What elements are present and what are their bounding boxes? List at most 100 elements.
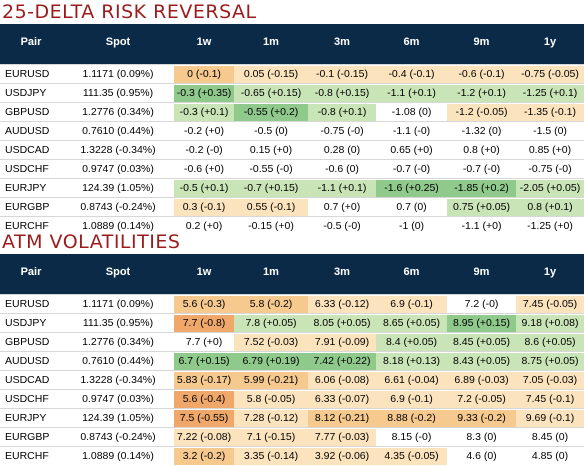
value-cell: 0.2 (+0) xyxy=(174,218,234,235)
rr-header-1: Spot xyxy=(105,36,131,48)
value-cell: -1.1 (+0.1) xyxy=(308,180,376,197)
value-cell: 0.3 (-0.1) xyxy=(174,199,234,216)
value-cell: 0 (-0.1) xyxy=(174,66,234,83)
pair-cell: EURUSD xyxy=(5,68,50,80)
value-cell: 4.35 (-0.05) xyxy=(376,448,447,465)
rr-header-2: 1w xyxy=(196,36,212,48)
value-cell: -1.32 (0) xyxy=(447,123,516,140)
pair-cell: USDJPY xyxy=(5,317,47,329)
value-cell: -1.1 (+0.1) xyxy=(376,85,447,102)
value-cell: 6.33 (-0.12) xyxy=(308,296,376,313)
value-cell: 4.85 (0) xyxy=(516,448,584,465)
value-cell: 0.05 (-0.15) xyxy=(234,66,308,83)
value-cell: -0.15 (+0) xyxy=(234,218,308,235)
rr-header-5: 6m xyxy=(403,36,420,48)
value-cell: 8.18 (+0.13) xyxy=(376,353,447,370)
value-cell: 9.33 (-0.2) xyxy=(447,410,516,427)
atm-header-5: 6m xyxy=(403,266,420,278)
spot-cell: 0.8743 (-0.24%) xyxy=(80,431,156,443)
table-row: EURGBP 0.8743 (-0.24%) 7.22 (-0.08) 7.1 (-0… xyxy=(0,427,584,447)
value-cell: -0.6 (-0.1) xyxy=(447,66,516,83)
value-cell: 8.95 (+0.15) xyxy=(447,315,516,332)
table-row: USDCAD 1.3228 (-0.34%) 5.83 (-0.17) 5.99 (-… xyxy=(0,370,584,390)
value-cell: 8.45 (+0.05) xyxy=(447,334,516,351)
spot-cell: 1.2776 (0.34%) xyxy=(82,106,154,118)
pair-cell: GBPUSD xyxy=(5,106,50,118)
value-cell: 6.89 (-0.03) xyxy=(447,372,516,389)
rr-table: EURUSD 1.1171 (0.09%) 0 (-0.1) 0.05 (-0.15)… xyxy=(0,64,584,235)
spot-cell: 1.0889 (0.14%) xyxy=(82,450,154,462)
pair-cell: AUDUSD xyxy=(5,355,50,367)
table-row: EURUSD 1.1171 (0.09%) 0 (-0.1) 0.05 (-0.15)… xyxy=(0,64,584,84)
value-cell: 0.55 (-0.1) xyxy=(234,199,308,216)
value-cell: 3.35 (-0.14) xyxy=(234,448,308,465)
pair-cell: EURCHF xyxy=(5,220,49,232)
value-cell: -0.2 (+0) xyxy=(174,123,234,140)
value-cell: 7.45 (-0.1) xyxy=(516,391,584,408)
value-cell: -0.3 (+0.35) xyxy=(174,85,234,102)
value-cell: -0.55 (-0) xyxy=(234,161,308,178)
spot-cell: 124.39 (1.05%) xyxy=(82,412,154,424)
spot-cell: 0.8743 (-0.24%) xyxy=(80,201,156,213)
table-row: USDJPY 111.35 (0.95%) -0.3 (+0.35) -0.65 (+… xyxy=(0,83,584,103)
value-cell: 0.15 (+0) xyxy=(234,142,308,159)
value-cell: 8.12 (-0.21) xyxy=(308,410,376,427)
value-cell: 8.05 (+0.05) xyxy=(308,315,376,332)
value-cell: 6.9 (-0.1) xyxy=(376,391,447,408)
table-row: USDCHF 0.9747 (0.03%) -0.6 (+0) -0.55 (-0) -… xyxy=(0,159,584,179)
value-cell: -2.05 (+0.05) xyxy=(516,180,584,197)
value-cell: 7.5 (-0.55) xyxy=(174,410,234,427)
spot-cell: 0.9747 (0.03%) xyxy=(82,393,154,405)
spot-cell: 0.7610 (0.44%) xyxy=(82,355,154,367)
value-cell: 0.85 (+0) xyxy=(516,142,584,159)
value-cell: 0.75 (+0.05) xyxy=(447,199,516,216)
value-cell: 8.88 (-0.2) xyxy=(376,410,447,427)
atm-header-4: 3m xyxy=(334,266,350,278)
value-cell: 5.6 (-0.4) xyxy=(174,391,234,408)
value-cell: -0.7 (-0) xyxy=(376,161,447,178)
value-cell: 0.8 (+0.1) xyxy=(516,199,584,216)
value-cell: 7.2 (-0.05) xyxy=(447,391,516,408)
value-cell: -0.55 (+0.2) xyxy=(234,104,308,121)
value-cell: 7.45 (-0.05) xyxy=(516,296,584,313)
value-cell: -1.1 (+0) xyxy=(447,218,516,235)
value-cell: 0.65 (+0) xyxy=(376,142,447,159)
pair-cell: USDCAD xyxy=(5,374,50,386)
value-cell: 7.8 (+0.05) xyxy=(234,315,308,332)
pair-cell: USDJPY xyxy=(5,87,47,99)
spot-cell: 111.35 (0.95%) xyxy=(82,87,154,99)
value-cell: 8.65 (+0.05) xyxy=(376,315,447,332)
value-cell: -0.3 (+0.1) xyxy=(174,104,234,121)
table-row: USDJPY 111.35 (0.95%) 7.7 (-0.8) 7.8 (+0.05… xyxy=(0,313,584,333)
value-cell: -1.2 (+0.1) xyxy=(447,85,516,102)
spot-cell: 111.35 (0.95%) xyxy=(82,317,154,329)
pair-cell: USDCAD xyxy=(5,144,50,156)
spot-cell: 1.0889 (0.14%) xyxy=(82,220,154,232)
pair-cell: EURGBP xyxy=(5,431,50,443)
rr-header-row: Pair Spot 1w 1m 3m 6m 9m 1y xyxy=(0,24,584,64)
spot-cell: 1.1171 (0.09%) xyxy=(82,68,154,80)
value-cell: 5.6 (-0.3) xyxy=(174,296,234,313)
value-cell: -1.2 (-0.05) xyxy=(447,104,516,121)
table-row: GBPUSD 1.2776 (0.34%) -0.3 (+0.1) -0.55 (+0… xyxy=(0,102,584,122)
rr-header-6: 9m xyxy=(473,36,490,48)
value-cell: 0.7 (0) xyxy=(376,199,447,216)
value-cell: 8.4 (+0.05) xyxy=(376,334,447,351)
spot-cell: 1.3228 (-0.34%) xyxy=(80,144,156,156)
pair-cell: EURJPY xyxy=(5,182,47,194)
rr-header-7: 1y xyxy=(543,36,557,48)
value-cell: -1.85 (+0.2) xyxy=(447,180,516,197)
value-cell: -0.7 (+0.15) xyxy=(234,180,308,197)
spot-cell: 1.2776 (0.34%) xyxy=(82,336,154,348)
table-row: USDCAD 1.3228 (-0.34%) -0.2 (-0) 0.15 (+0) 0… xyxy=(0,140,584,160)
pair-cell: EURJPY xyxy=(5,412,47,424)
value-cell: 7.2 (-0) xyxy=(447,296,516,313)
value-cell: -0.75 (-0.05) xyxy=(516,66,584,83)
value-cell: -1 (0) xyxy=(376,218,447,235)
value-cell: 7.1 (-0.15) xyxy=(234,429,308,446)
value-cell: 4.6 (0) xyxy=(447,448,516,465)
table-row: EURJPY 124.39 (1.05%) -0.5 (+0.1) -0.7 (+0.… xyxy=(0,178,584,198)
value-cell: -1.08 (0) xyxy=(376,104,447,121)
value-cell: -1.5 (0) xyxy=(516,123,584,140)
value-cell: 5.8 (-0.05) xyxy=(234,391,308,408)
